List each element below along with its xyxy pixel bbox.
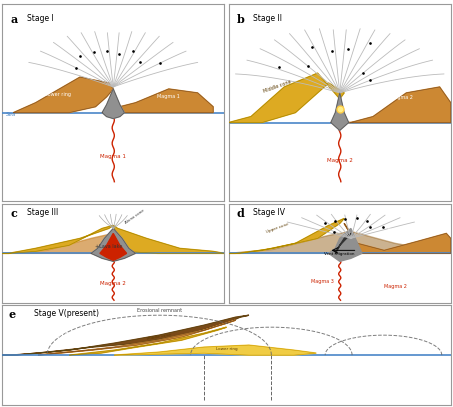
Polygon shape [113,89,213,113]
Text: Alona cone: Alona cone [124,208,145,224]
Text: Vent migration: Vent migration [324,252,355,256]
Polygon shape [102,89,124,118]
Text: Middle cone: Middle cone [263,79,292,94]
Text: Magma 2: Magma 2 [100,281,126,286]
Text: Magma 2: Magma 2 [327,158,353,163]
Polygon shape [91,228,135,261]
Text: Stage V(present): Stage V(present) [34,309,99,318]
Polygon shape [344,223,451,253]
Polygon shape [229,219,344,253]
Text: Magma 1: Magma 1 [100,154,126,159]
Polygon shape [2,225,113,253]
Polygon shape [335,234,351,253]
Text: Ilchulbong tuff cone: Ilchulbong tuff cone [38,333,87,338]
Text: c: c [10,208,17,219]
Text: Middle cone: Middle cone [147,333,172,341]
Polygon shape [329,228,362,261]
Text: d: d [236,208,245,219]
Text: Magma 2: Magma 2 [390,95,413,100]
Text: Stage IV: Stage IV [253,208,285,217]
Polygon shape [38,320,236,355]
Polygon shape [2,315,249,355]
Polygon shape [229,73,344,123]
Polygon shape [2,234,224,253]
Text: Magma 1: Magma 1 [157,94,180,99]
Text: +Lava lake: +Lava lake [96,244,123,249]
Polygon shape [115,345,316,355]
Text: Upper cone: Upper cone [266,223,289,234]
Polygon shape [14,77,113,113]
Text: Magma 2: Magma 2 [384,284,407,289]
Text: e: e [9,309,16,320]
Polygon shape [70,327,226,355]
Text: Erosional remnant: Erosional remnant [137,308,182,313]
Polygon shape [100,234,126,260]
Text: Lower ring: Lower ring [45,92,71,97]
Polygon shape [113,225,224,253]
Text: Stage II: Stage II [253,14,282,23]
Text: Stage III: Stage III [27,208,58,217]
Polygon shape [331,93,349,130]
Text: Sea: Sea [5,112,16,116]
Text: Magma 3: Magma 3 [311,279,333,284]
Text: Upper cone: Upper cone [81,321,103,334]
Text: Stage I: Stage I [27,14,53,23]
Polygon shape [229,232,451,253]
Text: b: b [236,14,245,25]
Text: Lower ring: Lower ring [216,347,237,351]
Text: Basaltic
cone: Basaltic cone [387,228,403,236]
Text: a: a [10,14,17,25]
Polygon shape [340,87,451,123]
